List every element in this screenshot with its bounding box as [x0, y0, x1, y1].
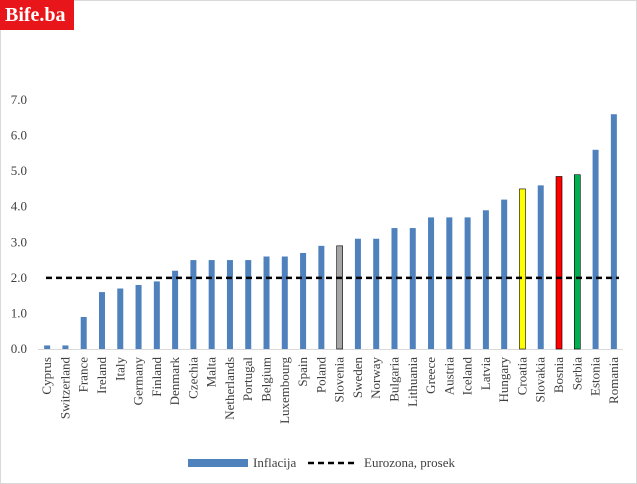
y-tick-label: 6.0 — [11, 128, 27, 143]
bar-italy — [117, 288, 124, 349]
legend-swatch-inflacija — [188, 459, 248, 467]
x-tick-label: Austria — [441, 357, 456, 396]
legend-label-eurozona: Eurozona, prosek — [364, 455, 455, 470]
bar-denmark — [172, 270, 179, 349]
bar-belgium — [263, 256, 270, 349]
x-tick-label: Malta — [204, 357, 219, 388]
x-tick-label: Hungary — [496, 357, 511, 403]
bar-finland — [153, 281, 160, 349]
bar-germany — [135, 284, 142, 349]
bar-estonia — [592, 149, 599, 349]
bar-norway — [373, 238, 380, 349]
bar-latvia — [482, 210, 489, 349]
bar-spain — [300, 252, 307, 349]
bar-portugal — [245, 260, 252, 349]
bar-luxembourg — [281, 256, 288, 349]
bar-greece — [428, 217, 435, 349]
x-tick-label: Czechia — [185, 357, 200, 399]
bar-bulgaria — [391, 228, 398, 349]
x-tick-label: Slovenia — [332, 357, 347, 403]
y-tick-label: 1.0 — [11, 305, 27, 320]
bar-austria — [446, 217, 453, 349]
x-tick-label: Luxembourg — [277, 357, 292, 424]
x-tick-label: Latvia — [478, 357, 493, 390]
bar-sweden — [354, 238, 361, 349]
x-tick-label: Portugal — [240, 357, 255, 401]
x-tick-label: Greece — [423, 357, 438, 394]
y-tick-label: 5.0 — [11, 163, 27, 178]
x-tick-label: Bulgaria — [386, 357, 401, 402]
x-tick-label: Lithuania — [405, 357, 420, 407]
x-tick-label: Slovakia — [533, 357, 548, 403]
x-tick-label: Belgium — [259, 357, 274, 402]
bar-bosnia — [555, 176, 563, 350]
x-tick-label: Ireland — [94, 357, 109, 394]
x-tick-label: Bosnia — [551, 357, 566, 393]
bar-hungary — [501, 199, 508, 349]
bar-ireland — [98, 292, 105, 349]
y-tick-label: 7.0 — [11, 92, 27, 107]
bar-france — [80, 316, 87, 349]
x-tick-label: Poland — [313, 357, 328, 394]
y-tick-label: 0.0 — [11, 341, 27, 356]
bar-czechia — [190, 260, 197, 349]
bar-poland — [318, 245, 325, 349]
bar-serbia — [573, 174, 581, 350]
x-tick-label: Netherlands — [222, 357, 237, 420]
x-tick-label: Switzerland — [57, 357, 72, 420]
bar-slovakia — [537, 185, 544, 349]
bar-croatia — [519, 188, 526, 350]
bar-netherlands — [226, 260, 233, 349]
x-tick-label: Spain — [295, 357, 310, 387]
bar-switzerland — [62, 345, 69, 349]
x-tick-label: Italy — [112, 357, 127, 381]
x-tick-label: Cyprus — [39, 357, 54, 395]
x-tick-label: Denmark — [167, 357, 182, 406]
y-tick-label: 4.0 — [11, 199, 27, 214]
x-tick-label: Croatia — [514, 357, 529, 395]
bar-iceland — [464, 217, 471, 349]
x-tick-label: Serbia — [569, 357, 584, 390]
bar-malta — [208, 260, 215, 349]
bar-slovenia — [336, 245, 343, 350]
site-logo: Bife.ba — [0, 0, 74, 30]
bar-lithuania — [409, 228, 416, 349]
x-tick-label: Estonia — [588, 357, 603, 396]
x-tick-label: Iceland — [460, 357, 475, 396]
legend-label-inflacija: Inflacija — [253, 455, 297, 470]
bar-romania — [610, 114, 617, 349]
x-tick-label: Sweden — [350, 357, 365, 399]
x-tick-label: Romania — [606, 357, 621, 404]
x-tick-label: Norway — [368, 357, 383, 399]
bar-cyprus — [44, 345, 51, 349]
x-tick-label: Germany — [131, 357, 146, 406]
y-tick-label: 2.0 — [11, 270, 27, 285]
x-tick-label: France — [76, 357, 91, 393]
y-tick-label: 3.0 — [11, 234, 27, 249]
x-tick-label: Finland — [149, 357, 164, 397]
